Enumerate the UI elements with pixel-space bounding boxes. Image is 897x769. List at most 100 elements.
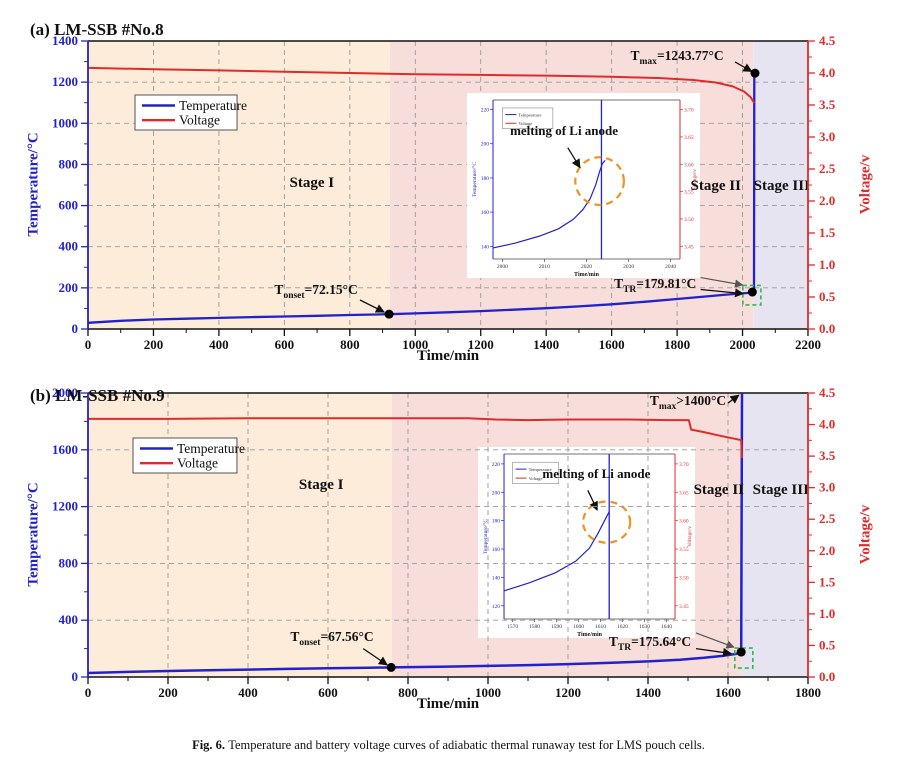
svg-text:1.5: 1.5 (819, 574, 836, 589)
annotation-onset: Tonset=67.56°C (290, 629, 396, 672)
svg-text:140: 140 (481, 244, 490, 250)
svg-text:2200: 2200 (795, 337, 821, 352)
svg-text:1.5: 1.5 (819, 225, 836, 240)
panel-b-x-axis-label: Time/min (416, 696, 480, 712)
svg-text:1610: 1610 (595, 624, 606, 630)
panel-a-inset: 2000 2010 2020 2030 2040 Time/min 220 200 180 160… (467, 93, 700, 279)
svg-text:1000: 1000 (52, 115, 78, 130)
svg-text:200: 200 (158, 685, 178, 700)
voltage-curve (87, 66, 756, 104)
svg-text:600: 600 (275, 337, 295, 352)
svg-text:1630: 1630 (639, 624, 650, 630)
svg-text:2000: 2000 (730, 337, 756, 352)
data-point-dot (386, 662, 396, 672)
svg-text:1000: 1000 (402, 337, 428, 352)
panel-a-title: (a) LM-SSB #No.8 (30, 20, 164, 40)
data-point-dot (384, 309, 394, 319)
svg-text:3.50: 3.50 (684, 217, 694, 223)
svg-text:180: 180 (492, 519, 501, 525)
inset-connector-arrow (695, 632, 735, 649)
svg-text:0: 0 (72, 321, 79, 336)
svg-text:400: 400 (59, 612, 79, 627)
melting-highlight-ellipse (574, 156, 626, 207)
svg-text:Time/min: Time/min (574, 272, 600, 278)
panel-b: 1570 1580 1590 1600 1610 1620 1630 1640Time/min… (52, 385, 836, 700)
svg-text:1000: 1000 (475, 685, 501, 700)
svg-text:2010: 2010 (539, 264, 550, 270)
svg-text:3.45: 3.45 (684, 244, 694, 250)
svg-text:1400: 1400 (52, 33, 78, 48)
svg-text:600: 600 (318, 685, 338, 700)
svg-text:160: 160 (492, 547, 501, 553)
svg-text:Temperature: Temperature (529, 467, 552, 472)
svg-text:1800: 1800 (795, 685, 821, 700)
svg-text:0.0: 0.0 (819, 321, 835, 336)
annotation-tr: TTR=179.81°C (614, 276, 762, 306)
svg-text:3.55: 3.55 (679, 547, 689, 553)
svg-text:1.0: 1.0 (819, 257, 835, 272)
panel-b-inset: 1570 1580 1590 1600 1610 1620 1630 1640 Time/min… (478, 446, 696, 638)
stage-label: Stage II (694, 482, 745, 498)
svg-text:0: 0 (85, 337, 92, 352)
svg-text:200: 200 (59, 280, 79, 295)
panel-a-voltage-axis-label: Voltage/v (857, 154, 874, 215)
svg-text:3.0: 3.0 (819, 480, 835, 495)
svg-text:Tonset=67.56°C: Tonset=67.56°C (290, 629, 373, 648)
svg-text:3.0: 3.0 (819, 129, 835, 144)
svg-text:3.45: 3.45 (679, 604, 689, 610)
data-point-dot (750, 68, 760, 78)
svg-text:2.0: 2.0 (819, 193, 835, 208)
svg-text:3.60: 3.60 (679, 519, 689, 525)
svg-text:Voltage: Voltage (529, 476, 543, 481)
svg-text:3.5: 3.5 (819, 448, 836, 463)
svg-text:3.65: 3.65 (679, 490, 689, 496)
panel-b-temperature-axis-label: Temperature/°C (25, 482, 42, 587)
svg-text:3.65: 3.65 (684, 135, 694, 141)
svg-text:Tmax=1243.77°C: Tmax=1243.77°C (631, 48, 724, 67)
svg-text:1600: 1600 (52, 442, 78, 457)
svg-text:3.55: 3.55 (684, 190, 694, 196)
svg-text:2000: 2000 (497, 264, 508, 270)
annotation-onset: Tonset=72.15°C (274, 282, 394, 319)
svg-text:0.0: 0.0 (819, 669, 835, 684)
svg-text:1200: 1200 (468, 337, 494, 352)
svg-text:600: 600 (59, 198, 79, 213)
svg-text:1640: 1640 (661, 624, 672, 630)
svg-text:1600: 1600 (599, 337, 625, 352)
svg-text:Temperature/°C: Temperature/°C (471, 162, 478, 197)
stage-label: Stage I (299, 477, 344, 493)
stage-label: Stage III (754, 178, 810, 194)
legend-label: Voltage (177, 456, 218, 471)
svg-text:160: 160 (481, 210, 490, 216)
svg-text:Temperature: Temperature (518, 112, 541, 117)
svg-text:3.60: 3.60 (684, 162, 694, 168)
svg-text:Temperature/°C: Temperature/°C (482, 519, 489, 554)
svg-text:TTR=175.64°C: TTR=175.64°C (609, 634, 691, 653)
melting-note: melting of Li anode (542, 466, 650, 481)
svg-text:200: 200 (144, 337, 164, 352)
svg-text:1400: 1400 (533, 337, 559, 352)
svg-text:3.70: 3.70 (684, 108, 694, 114)
svg-text:Tonset=72.15°C: Tonset=72.15°C (274, 282, 357, 301)
svg-text:1620: 1620 (617, 624, 628, 630)
caption-text: Temperature and battery voltage curves o… (228, 738, 705, 752)
svg-text:4.0: 4.0 (819, 417, 835, 432)
svg-text:3.5: 3.5 (819, 97, 836, 112)
svg-text:1590: 1590 (551, 624, 562, 630)
svg-text:4.5: 4.5 (819, 33, 836, 48)
svg-text:Voltage/v: Voltage/v (687, 526, 693, 547)
svg-text:140: 140 (492, 575, 501, 581)
melting-note: melting of Li anode (510, 123, 618, 138)
svg-text:0: 0 (72, 669, 79, 684)
legend-label: Voltage (179, 113, 220, 128)
panel-a: 2000 2010 2020 2030 2040Time/min220200180160… (52, 33, 836, 352)
svg-text:1600: 1600 (573, 624, 584, 630)
legend-label: Temperature (177, 441, 245, 456)
svg-text:1200: 1200 (52, 499, 78, 514)
svg-text:1400: 1400 (635, 685, 661, 700)
svg-text:2020: 2020 (581, 264, 592, 270)
